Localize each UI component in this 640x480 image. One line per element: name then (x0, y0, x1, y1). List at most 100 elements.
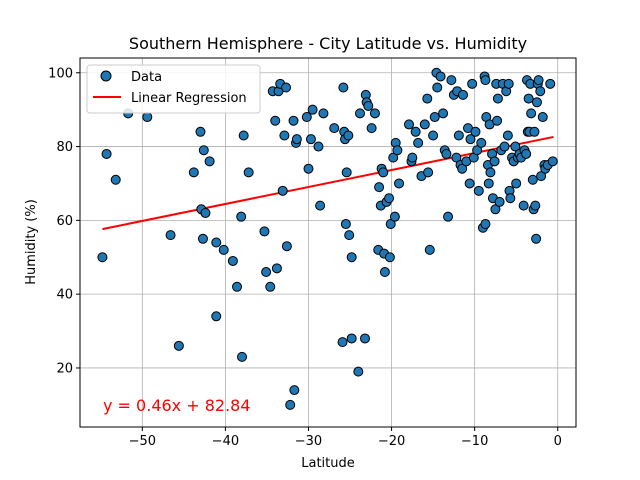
data-point (526, 108, 537, 119)
data-point (343, 130, 354, 141)
data-point (337, 337, 348, 348)
data-point (281, 241, 292, 252)
data-point (465, 134, 476, 145)
x-tick-label: −20 (378, 434, 405, 449)
data-point (407, 152, 418, 163)
data-point (369, 108, 380, 119)
legend-marker-data (100, 70, 112, 82)
data-point (305, 134, 316, 145)
data-point (389, 211, 400, 222)
data-point (489, 156, 500, 167)
data-point (277, 185, 288, 196)
data-point (473, 185, 484, 196)
data-point (428, 130, 439, 141)
data-point (432, 82, 443, 93)
data-point (379, 267, 390, 278)
data-point (265, 281, 276, 292)
plot-frame (79, 57, 577, 428)
data-point (470, 126, 481, 137)
data-point (499, 141, 510, 152)
data-point (485, 167, 496, 178)
x-tick-label: −50 (129, 434, 156, 449)
data-point (511, 178, 522, 189)
data-point (483, 178, 494, 189)
data-point (236, 211, 247, 222)
data-point (521, 148, 532, 159)
x-tick-label: −10 (461, 434, 488, 449)
data-point (378, 167, 389, 178)
data-point (173, 340, 184, 351)
data-points (97, 67, 558, 410)
x-tick-label: −40 (212, 434, 239, 449)
data-point (404, 119, 415, 130)
x-axis-label: Latitude (301, 456, 355, 471)
y-tick-label: 40 (56, 288, 73, 303)
data-point (288, 115, 299, 126)
data-point (232, 281, 243, 292)
data-point (530, 200, 541, 211)
data-point (200, 207, 211, 218)
data-point (195, 126, 206, 137)
data-point (394, 178, 405, 189)
data-point (97, 252, 108, 263)
data-point (464, 178, 475, 189)
data-point (388, 152, 399, 163)
data-point (527, 174, 538, 185)
data-point (505, 193, 516, 204)
data-point (435, 71, 446, 82)
data-point (413, 137, 424, 148)
data-point (490, 204, 501, 215)
data-point (476, 137, 487, 148)
data-point (204, 156, 215, 167)
data-point (441, 148, 452, 159)
data-point (472, 145, 483, 156)
data-point (453, 130, 464, 141)
legend-box (86, 64, 261, 114)
data-point (291, 134, 302, 145)
data-point (285, 399, 296, 410)
data-point (142, 112, 153, 123)
data-point (359, 333, 370, 344)
data-point (531, 233, 542, 244)
data-point (101, 148, 112, 159)
data-point (536, 171, 547, 182)
data-point (529, 126, 540, 137)
data-point (451, 152, 462, 163)
data-point (211, 237, 222, 248)
data-point (492, 93, 503, 104)
data-point (392, 145, 403, 156)
data-point (271, 263, 282, 274)
data-point (259, 226, 270, 237)
data-point (480, 75, 491, 86)
data-point (354, 108, 365, 119)
data-point (423, 167, 434, 178)
data-point (303, 163, 314, 174)
data-point (510, 141, 521, 152)
data-point (492, 115, 503, 126)
data-point (307, 104, 318, 115)
data-point (384, 252, 395, 263)
data-point (341, 167, 352, 178)
x-tick-label: −30 (295, 434, 322, 449)
data-point (458, 89, 469, 100)
data-point (270, 115, 281, 126)
data-point (467, 78, 478, 89)
y-tick-label: 100 (48, 66, 73, 81)
data-point (531, 97, 542, 108)
data-point (338, 82, 349, 93)
data-point (446, 75, 457, 86)
data-point (385, 219, 396, 230)
data-point (344, 230, 355, 241)
data-point (243, 167, 254, 178)
data-point (165, 230, 176, 241)
data-point (547, 156, 558, 167)
data-point (545, 78, 556, 89)
axis-ticks: −50 −40 −30 −20 −10 0 20 40 60 80 100 (48, 66, 562, 449)
data-point (211, 311, 222, 322)
data-point (502, 130, 513, 141)
data-point (363, 100, 374, 111)
data-point (419, 119, 430, 130)
data-point (315, 200, 326, 211)
data-point (494, 196, 505, 207)
